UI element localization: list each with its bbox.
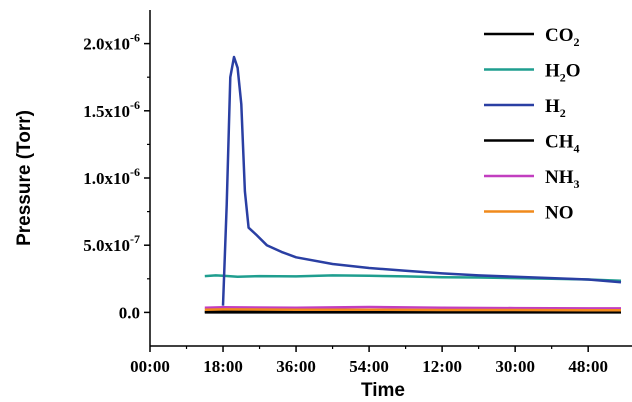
series-line-h2 xyxy=(221,55,622,306)
plot-area xyxy=(204,55,622,314)
legend: CO2 H2O H2 CH4 NH3 NO xyxy=(484,25,581,224)
x-tick-label: 48:00 xyxy=(568,357,608,376)
y-tick-label: 1.0x10-6 xyxy=(83,165,140,188)
y-tick-label: 1.5x10-6 xyxy=(83,98,140,121)
x-tick-label: 54:00 xyxy=(349,357,389,376)
x-tick-label: 36:00 xyxy=(276,357,316,376)
x-tick-label: 12:00 xyxy=(422,357,462,376)
y-tick-label: 0.0 xyxy=(119,303,140,322)
axes: 00:00 18:00 36:00 54:00 12:00 30:00 48:00 0.0 5.… xyxy=(83,10,632,376)
legend-label: NH3 xyxy=(545,167,580,191)
legend-label: NO xyxy=(545,203,574,224)
series-line-no xyxy=(204,308,621,312)
x-axis-title: Time xyxy=(361,380,405,401)
x-tick-label: 18:00 xyxy=(203,357,243,376)
legend-label: CO2 xyxy=(545,25,580,49)
y-tick-label: 5.0x10-7 xyxy=(83,232,140,255)
legend-label: H2 xyxy=(545,96,566,120)
x-tick-label: 00:00 xyxy=(130,357,170,376)
legend-label: CH4 xyxy=(545,132,580,156)
series-line-nh3 xyxy=(204,305,621,310)
y-axis-title: Pressure (Torr) xyxy=(14,110,35,246)
legend-label: H2O xyxy=(545,61,581,85)
x-tick-label: 30:00 xyxy=(495,357,535,376)
y-tick-label: 2.0x10-6 xyxy=(83,31,140,54)
